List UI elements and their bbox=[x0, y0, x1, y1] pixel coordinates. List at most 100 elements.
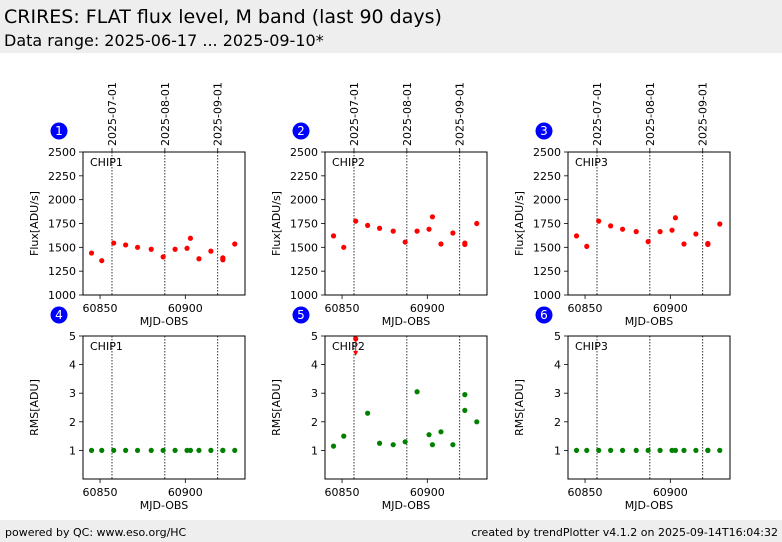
data-point bbox=[462, 407, 468, 413]
data-point bbox=[220, 447, 226, 453]
data-point bbox=[450, 230, 456, 236]
x-tick-label: 60850 bbox=[568, 486, 603, 499]
date-marker-label: 2025-08-01 bbox=[644, 82, 657, 146]
data-point bbox=[208, 447, 214, 453]
plot-frame bbox=[567, 151, 731, 296]
data-point bbox=[365, 410, 371, 416]
x-tick-label: 60850 bbox=[325, 486, 360, 499]
plot-frame bbox=[82, 335, 246, 480]
data-point bbox=[619, 226, 626, 232]
data-point bbox=[330, 233, 337, 239]
panel-badge-icon bbox=[50, 122, 68, 140]
panel-number: 2 bbox=[297, 124, 305, 138]
data-point bbox=[705, 240, 711, 247]
data-point bbox=[619, 447, 626, 453]
data-point bbox=[123, 447, 129, 453]
y-tick-label: 1000 bbox=[48, 289, 76, 302]
date-marker-label: 2025-07-01 bbox=[591, 82, 604, 146]
x-tick-label: 60900 bbox=[653, 302, 688, 315]
outlier-arrow-head bbox=[353, 350, 359, 356]
x-tick-label: 60850 bbox=[83, 302, 118, 315]
x-tick-label: 60900 bbox=[410, 486, 445, 499]
data-point bbox=[450, 442, 456, 448]
data-point bbox=[220, 255, 226, 261]
y-tick-label: 2000 bbox=[290, 194, 318, 207]
y-tick-label: 2250 bbox=[290, 170, 318, 183]
y-tick-label: 4 bbox=[311, 359, 318, 372]
chip-label: CHIP2 bbox=[332, 340, 365, 353]
y-tick-label: 5 bbox=[554, 330, 561, 343]
y-tick-label: 5 bbox=[69, 330, 76, 343]
data-point bbox=[573, 233, 580, 239]
data-point bbox=[438, 429, 444, 435]
y-tick-label: 2500 bbox=[48, 146, 76, 159]
x-tick-label: 60850 bbox=[83, 486, 118, 499]
panel-number: 6 bbox=[540, 308, 548, 322]
data-point bbox=[633, 229, 639, 235]
y-tick-label: 1750 bbox=[48, 218, 76, 231]
y-tick-label: 3 bbox=[69, 387, 76, 400]
data-point bbox=[645, 239, 651, 245]
x-axis-label: MJD-OBS bbox=[382, 315, 430, 328]
x-tick-label: 60900 bbox=[653, 486, 688, 499]
date-marker-label: 2025-08-01 bbox=[159, 82, 172, 146]
y-tick-label: 1000 bbox=[290, 289, 318, 302]
panel-number: 4 bbox=[55, 308, 63, 322]
data-point bbox=[608, 223, 614, 229]
data-point bbox=[160, 254, 166, 260]
y-tick-label: 1250 bbox=[48, 265, 76, 278]
page-subtitle: Data range: 2025-06-17 ... 2025-09-10* bbox=[4, 31, 324, 50]
y-tick-label: 1500 bbox=[290, 241, 318, 254]
data-point bbox=[390, 442, 396, 448]
y-axis-label: Flux[ADU/s] bbox=[513, 191, 526, 256]
data-point bbox=[402, 439, 408, 445]
data-point bbox=[608, 447, 614, 453]
chip-label: CHIP1 bbox=[90, 156, 123, 169]
data-point bbox=[172, 447, 178, 453]
plot-frame bbox=[567, 335, 731, 480]
y-tick-label: 1250 bbox=[290, 265, 318, 278]
data-point bbox=[196, 256, 202, 262]
footer-credit: powered by QC: www.eso.org/HC bbox=[5, 526, 187, 539]
x-tick-label: 60850 bbox=[325, 302, 360, 315]
data-point bbox=[438, 241, 444, 247]
data-point bbox=[134, 447, 141, 453]
data-point bbox=[376, 225, 383, 231]
data-point bbox=[232, 447, 238, 453]
y-tick-label: 1500 bbox=[533, 241, 561, 254]
y-tick-label: 1 bbox=[554, 444, 561, 457]
y-axis-label: RMS[ADU] bbox=[513, 379, 526, 436]
data-point bbox=[88, 250, 95, 256]
footer-bar: powered by QC: www.eso.org/HC created by… bbox=[0, 520, 782, 542]
data-point bbox=[187, 447, 194, 453]
date-marker-label: 2025-07-01 bbox=[348, 82, 361, 146]
chip-label: CHIP2 bbox=[332, 156, 365, 169]
data-point bbox=[88, 447, 95, 453]
panel-number: 3 bbox=[540, 124, 548, 138]
panel-badge-icon bbox=[535, 306, 553, 324]
plot-frame bbox=[324, 335, 488, 480]
plot-frame bbox=[82, 151, 246, 296]
y-tick-label: 3 bbox=[554, 387, 561, 400]
chip-label: CHIP3 bbox=[575, 156, 608, 169]
data-point bbox=[474, 220, 480, 227]
y-tick-label: 4 bbox=[554, 359, 561, 372]
data-point bbox=[645, 447, 651, 453]
panel-number: 5 bbox=[297, 308, 305, 322]
chip-label: CHIP1 bbox=[90, 340, 123, 353]
data-point bbox=[148, 246, 154, 252]
data-point bbox=[402, 239, 408, 245]
y-tick-label: 1750 bbox=[533, 218, 561, 231]
y-axis-label: Flux[ADU/s] bbox=[28, 191, 41, 256]
data-point bbox=[134, 244, 141, 250]
data-point bbox=[596, 218, 602, 224]
y-tick-label: 4 bbox=[69, 359, 76, 372]
x-axis-label: MJD-OBS bbox=[382, 499, 430, 512]
data-point bbox=[196, 447, 202, 453]
date-marker-label: 2025-09-01 bbox=[697, 82, 710, 146]
date-marker-label: 2025-08-01 bbox=[401, 82, 414, 146]
data-point bbox=[693, 447, 699, 453]
data-point bbox=[111, 240, 117, 246]
